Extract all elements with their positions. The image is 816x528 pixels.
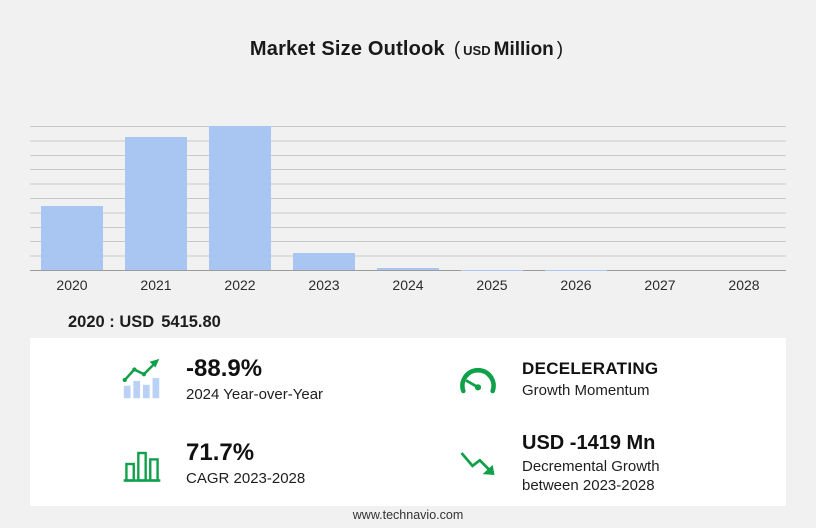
page-title: Market Size Outlook (USD Million) <box>0 38 816 61</box>
stat-decremental: USD -1419 Mn Decremental Growth between … <box>408 422 786 506</box>
bar-2024 <box>377 268 439 270</box>
bar-chart <box>30 126 786 271</box>
footer-url[interactable]: www.technavio.com <box>352 508 464 522</box>
stat-momentum: DECELERATING Growth Momentum <box>408 338 786 422</box>
paren-open: ( <box>453 39 461 60</box>
bar-slot-2028 <box>702 126 786 270</box>
unit-word: Million <box>493 39 554 60</box>
cagr-value: 71.7% <box>186 439 255 467</box>
cagr-chart-icon <box>118 440 166 488</box>
decline-arrow-icon <box>454 440 502 488</box>
bar-2022 <box>209 126 271 270</box>
x-axis-label-2020: 2020 <box>56 277 88 293</box>
data-label-2020: 2020 : USD 5415.80 <box>68 313 221 332</box>
bar-slot-2022 <box>198 126 282 270</box>
yoy-value: -88.9% <box>186 355 263 383</box>
bar-2020 <box>41 206 103 270</box>
bar-slot-2025 <box>450 126 534 270</box>
momentum-label: Growth Momentum <box>522 381 650 399</box>
growth-bars-icon <box>118 356 166 404</box>
decremental-value: USD -1419 Mn <box>522 432 656 455</box>
x-axis-label-2024: 2024 <box>392 277 424 293</box>
decremental-label: Decremental Growth between 2023-2028 <box>522 458 660 494</box>
x-axis-label-2026: 2026 <box>560 277 592 293</box>
yoy-label: 2024 Year-over-Year <box>186 385 324 403</box>
bar-slot-2026 <box>534 126 618 270</box>
annotation-value: 5415.80 <box>161 313 221 331</box>
unit-currency: USD <box>463 43 491 58</box>
paren-close: ) <box>556 39 564 60</box>
stat-yoy: -88.9% 2024 Year-over-Year <box>30 338 408 422</box>
bar-slot-2023 <box>282 126 366 270</box>
annotation-label: 2020 : USD <box>68 313 155 331</box>
x-axis-label-2027: 2027 <box>644 277 676 293</box>
x-axis: 2020 2021 2022 2023 2024 2025 2026 2027 2028 <box>30 277 786 293</box>
momentum-value: DECELERATING <box>522 359 659 379</box>
gauge-icon <box>454 356 502 404</box>
title-text: Market Size Outlook <box>249 38 445 60</box>
bar-slot-2021 <box>114 126 198 270</box>
bars-container <box>30 126 786 270</box>
title-unit: (USD Million) <box>451 39 566 60</box>
bar-slot-2020 <box>30 126 114 270</box>
bar-2023 <box>293 253 355 270</box>
stats-panel: -88.9% 2024 Year-over-Year DECELERATING … <box>30 338 786 506</box>
x-axis-label-2025: 2025 <box>476 277 508 293</box>
x-axis-label-2022: 2022 <box>224 277 256 293</box>
bar-slot-2027 <box>618 126 702 270</box>
x-axis-label-2021: 2021 <box>140 277 172 293</box>
bar-2021 <box>125 136 187 270</box>
bar-slot-2024 <box>366 126 450 270</box>
cagr-label: CAGR 2023-2028 <box>186 469 306 487</box>
x-axis-label-2028: 2028 <box>728 277 760 293</box>
stat-cagr: 71.7% CAGR 2023-2028 <box>30 422 408 506</box>
x-axis-label-2023: 2023 <box>308 277 340 293</box>
